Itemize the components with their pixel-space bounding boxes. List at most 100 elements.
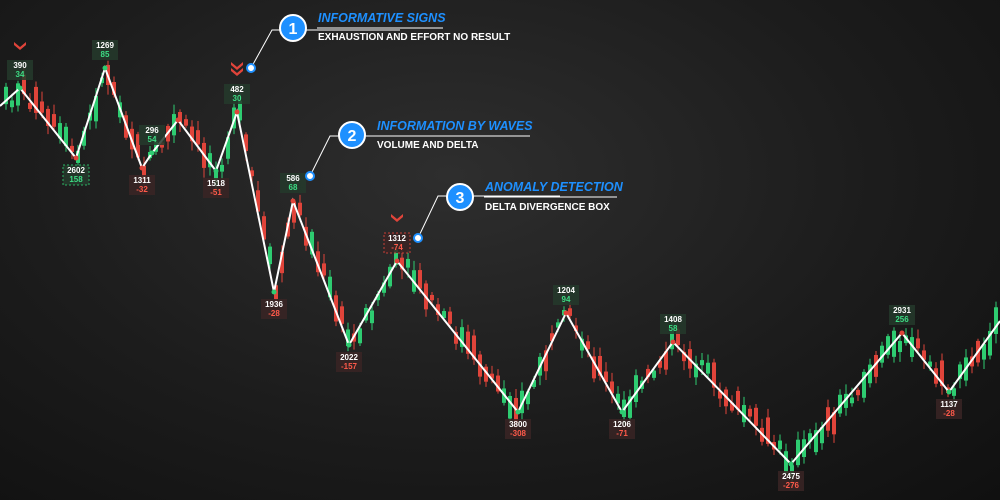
bull-candle: [460, 327, 464, 347]
bull-candle: [556, 322, 560, 328]
callout-1-connector: [250, 29, 400, 69]
callout-1: 1 INFORMATIVE SIGNS EXHAUSTION AND EFFOR…: [246, 11, 510, 73]
bear-candle: [592, 356, 596, 379]
callout-2-endpoint: [305, 171, 315, 181]
wave-label: 1312-74: [383, 232, 411, 254]
bear-candle: [316, 251, 320, 273]
bear-candle: [496, 375, 500, 392]
wave-label-bg: [92, 40, 118, 60]
bull-candle: [886, 336, 890, 355]
wave-delta-label: 85: [101, 50, 110, 59]
bull-candle: [394, 249, 398, 265]
bull-candle: [406, 258, 410, 268]
bear-candle: [610, 381, 614, 394]
bull-candle: [958, 364, 962, 379]
bear-candle: [196, 130, 200, 145]
callout-3-endpoint: [413, 233, 423, 243]
wave-points: [17, 65, 952, 467]
bull-candle: [952, 388, 956, 396]
signal-marker-icon: [14, 42, 26, 50]
bull-candle: [94, 95, 98, 122]
callout-2-subtitle: VOLUME AND DELTA: [377, 140, 478, 151]
bull-candle: [820, 427, 824, 444]
bear-candle: [190, 126, 194, 142]
wave-pivot-dot: [899, 330, 905, 336]
bull-candle: [82, 130, 86, 146]
wave-label-bg: [505, 419, 531, 439]
wave-pivot-dot: [73, 155, 79, 161]
wave-delta-label: -157: [341, 362, 358, 371]
wave-pivot-dot: [17, 85, 23, 91]
wave-delta-label: 30: [233, 94, 242, 103]
wave-pivot-dot: [139, 165, 145, 171]
bull-candle: [796, 439, 800, 466]
wave-label: 2475-276: [778, 471, 804, 491]
wave-volume-label: 1204: [557, 286, 575, 295]
bull-candle: [346, 329, 350, 347]
bull-candle: [442, 311, 446, 318]
bear-candle: [874, 354, 878, 377]
bear-candle: [418, 270, 422, 289]
bear-candle: [334, 295, 338, 322]
wave-pivot-dot: [346, 342, 352, 348]
bear-candle: [916, 338, 920, 349]
bear-candle: [598, 355, 602, 376]
bear-candle: [262, 216, 266, 240]
bear-candle: [454, 331, 458, 344]
callout-2: 2 INFORMATION BY WAVES VOLUME AND DELTA: [305, 119, 533, 181]
divergence-box: [62, 164, 90, 186]
exhaustion-marker-icon: [231, 62, 243, 76]
callout-1-number-badge: [279, 14, 307, 42]
bull-candle: [778, 440, 782, 450]
callout-1-endpoint: [246, 63, 256, 73]
callout-1-title: INFORMATIVE SIGNS: [318, 11, 446, 25]
wave-label-bg: [139, 125, 165, 145]
callout-1-subtitle: EXHAUSTION AND EFFORT NO RESULT: [318, 32, 510, 43]
wave-volume-label: 1518: [207, 179, 225, 188]
wave-label-bg: [129, 175, 155, 195]
wave-delta-label: 158: [69, 175, 83, 184]
wave-volume-label: 2022: [340, 353, 358, 362]
wave-pivot-dot: [175, 117, 181, 123]
callout-1-number: 1: [289, 21, 298, 38]
bear-candle: [52, 114, 56, 127]
bull-candle: [742, 405, 746, 423]
wave-label-bg: [203, 178, 229, 198]
bear-candle: [550, 333, 554, 342]
bull-candle: [844, 393, 848, 408]
callout-3-number-badge: [446, 183, 474, 211]
wave-delta-label: -51: [210, 188, 222, 197]
callout-3-subtitle: DELTA DIVERGENCE BOX: [485, 202, 610, 213]
wave-volume-label: 1311: [133, 176, 151, 185]
bull-candle: [790, 465, 794, 477]
wave-label-bg: [336, 352, 362, 372]
bull-candle: [694, 363, 698, 378]
bull-candle: [994, 307, 998, 335]
wave-delta-label: 58: [669, 324, 678, 333]
wave-delta-label: 68: [289, 183, 298, 192]
wave-label: 1206-71: [609, 419, 635, 439]
wave-volume-label: 1408: [664, 315, 682, 324]
bull-candle: [850, 397, 854, 404]
wave-label-bg: [553, 285, 579, 305]
bull-candle: [526, 391, 530, 405]
bull-candle: [580, 338, 584, 351]
callout-3: 3 ANOMALY DETECTION DELTA DIVERGENCE BOX: [413, 180, 624, 243]
bear-candle: [178, 112, 182, 123]
wave-label-bg: [609, 419, 635, 439]
wave-volume-label: 1206: [613, 420, 631, 429]
bear-candle: [280, 251, 284, 274]
bull-candle: [388, 266, 392, 287]
wave-delta-label: -308: [510, 429, 527, 438]
bear-candle: [472, 335, 476, 360]
wave-volume-label: 1137: [940, 400, 958, 409]
bear-candle: [604, 371, 608, 383]
wave-pivot-dot: [213, 168, 219, 174]
wave-label-bg: [936, 399, 962, 419]
bull-candle: [838, 394, 842, 414]
